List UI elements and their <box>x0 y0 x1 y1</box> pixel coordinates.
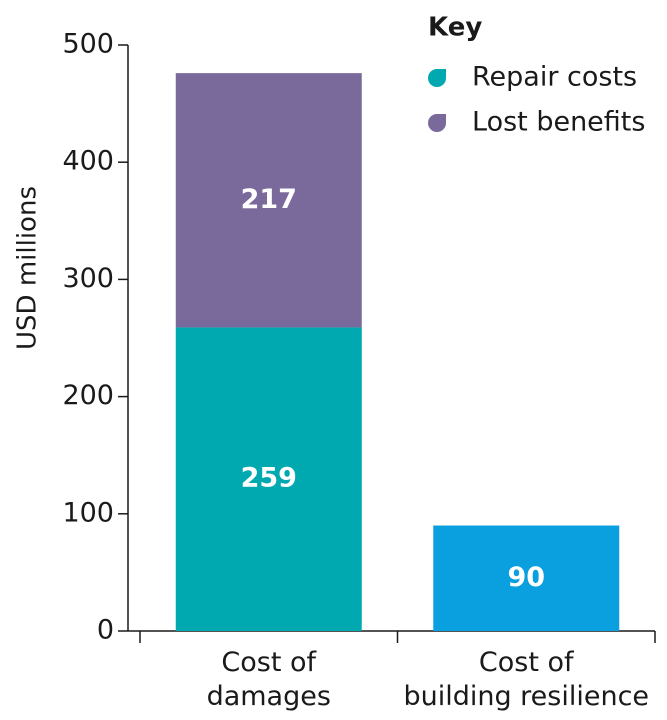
y-tick-label: 300 <box>62 263 114 294</box>
data-label: 90 <box>507 562 545 593</box>
data-label: 217 <box>241 184 297 215</box>
y-tick-label: 100 <box>62 497 114 528</box>
legend-marker <box>428 69 446 87</box>
y-tick-label: 400 <box>62 146 114 177</box>
x-tick-label: Cost of building resilience <box>403 647 650 712</box>
legend-marker <box>428 114 446 132</box>
y-tick-label: 0 <box>97 615 114 646</box>
y-tick-label: 500 <box>62 29 114 60</box>
bar-segment <box>175 73 362 328</box>
legend-label: Repair costs <box>472 62 637 93</box>
y-axis-label: USD millions <box>13 186 43 350</box>
bar-segment <box>175 327 362 631</box>
y-tick-label: 200 <box>62 380 114 411</box>
legend-label: Lost benefits <box>472 107 645 138</box>
legend-title: Key <box>428 13 482 43</box>
data-label: 259 <box>241 463 297 494</box>
x-tick-label: Cost of damages <box>206 647 331 712</box>
bar-segment <box>433 525 620 631</box>
